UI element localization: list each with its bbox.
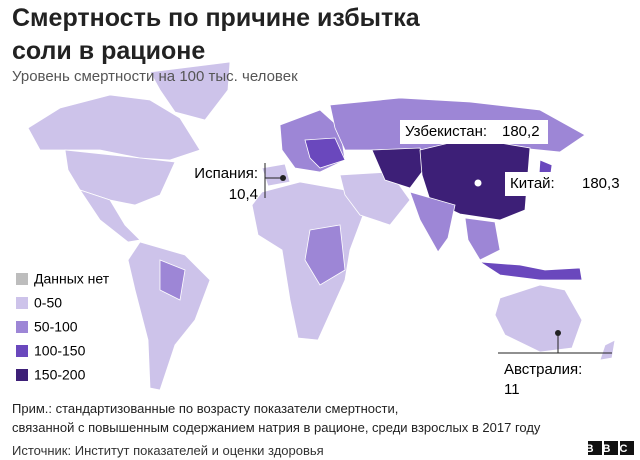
note: связанной с повышенным содержанием натри… [12, 420, 541, 435]
callout-value: 11 [504, 381, 520, 398]
australia [494, 284, 583, 353]
callout-name: Китай: [510, 175, 555, 192]
source: Источник: Институт показателей и оценки … [12, 443, 324, 458]
title: Смертность по причине избытка соли в рац… [12, 4, 420, 65]
legend-label: 0-50 [34, 295, 62, 311]
indonesia [479, 261, 583, 281]
mexico [79, 189, 141, 243]
central-asia [371, 147, 426, 189]
legend-label: 100-150 [34, 343, 86, 359]
callout-name: Австралия: [504, 361, 582, 378]
logo: BBC [586, 443, 637, 455]
usa [64, 149, 176, 206]
countries [27, 61, 616, 391]
logo-box [620, 441, 634, 455]
africa-mid [304, 224, 346, 286]
south-america [127, 241, 211, 391]
callout-box [400, 120, 548, 144]
legend-swatch [16, 369, 28, 381]
legend-label: Данных нет [34, 271, 110, 287]
callout-value: 180,3 [582, 175, 620, 192]
logo-box [604, 441, 618, 455]
legend-swatch [16, 345, 28, 357]
callout-value: 180,2 [502, 123, 540, 140]
logo-box [588, 441, 602, 455]
new-zealand [599, 339, 616, 361]
legend-swatch [16, 273, 28, 285]
marker [280, 175, 286, 181]
legend-label: 50-100 [34, 319, 78, 335]
india [409, 191, 456, 253]
note: Прим.: стандартизованные по возрасту пок… [12, 401, 399, 416]
legend: Данных нет 0-50 50-100 100-150 150-200 [16, 271, 110, 383]
se-asia [464, 217, 501, 261]
callout-value: 10,4 [229, 186, 258, 203]
east-europe [304, 137, 346, 169]
spain [261, 163, 291, 187]
legend-swatch [16, 297, 28, 309]
greenland [149, 61, 231, 121]
callout-box [505, 172, 635, 196]
callout-name: Испания: [194, 165, 258, 182]
legend-label: 150-200 [34, 367, 86, 383]
canada [27, 94, 201, 161]
sa-mid [159, 259, 186, 301]
marker [474, 179, 482, 187]
subtitle: Уровень смертности на 100 тыс. человек [12, 68, 298, 85]
callout-name: Узбекистан: [405, 123, 487, 140]
legend-swatch [16, 321, 28, 333]
